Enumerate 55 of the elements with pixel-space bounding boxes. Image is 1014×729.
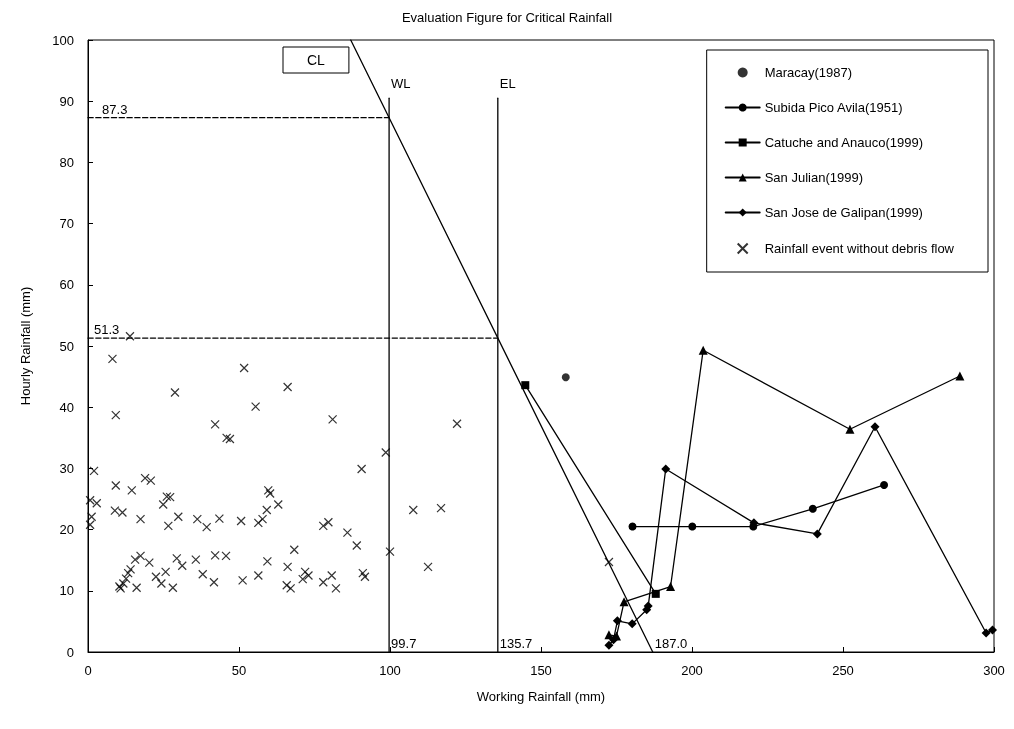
point	[981, 628, 991, 638]
point	[604, 640, 614, 650]
legend-label: Catuche and Anauco(1999)	[764, 135, 923, 150]
y-tick-label: 10	[59, 583, 74, 599]
x-axis-title: Working Rainfall (mm)	[476, 689, 606, 704]
y-tick-label: 70	[59, 216, 74, 232]
point	[628, 522, 637, 531]
point	[561, 373, 570, 382]
point	[870, 422, 880, 432]
y-tick-label: 60	[59, 277, 74, 293]
y-tick-label: 0	[66, 644, 74, 660]
legend-label: Subida Pico Avila(1951)	[764, 100, 903, 115]
annotation: WL	[391, 76, 411, 92]
point	[619, 597, 629, 607]
point	[698, 345, 708, 355]
x-tick-label: 250	[832, 663, 854, 678]
point	[812, 529, 822, 539]
x-tick-label: 50	[231, 663, 247, 678]
x-tick-label: 100	[379, 663, 401, 678]
legend-label: San Jose de Galipan(1999)	[764, 205, 923, 220]
y-axis-title: Hourly Rainfall (mm)	[18, 286, 33, 406]
point	[521, 381, 530, 390]
y-tick-label: 40	[59, 399, 74, 415]
legend-label: Maracay(1987)	[764, 65, 853, 80]
x-tick-label: 300	[983, 663, 1005, 678]
y-tick-label: 80	[59, 154, 74, 170]
legend-label: Rainfall event without debris flow	[764, 241, 955, 256]
x-tick-label: 150	[530, 663, 552, 678]
point	[987, 625, 997, 635]
point	[627, 619, 637, 629]
point	[688, 522, 697, 531]
annotation: 99.7	[391, 636, 417, 651]
y-tick-label: 90	[59, 93, 74, 109]
annotation: 135.7	[499, 636, 533, 651]
annotation: 87.3	[102, 101, 128, 117]
y-tick-label: 50	[59, 338, 74, 354]
chart-title: Evaluation Figure for Critical Rainfall	[401, 10, 613, 25]
legend-label: San Julian(1999)	[764, 170, 863, 185]
y-tick-label: 30	[59, 460, 74, 476]
point	[808, 504, 817, 513]
point	[651, 589, 660, 598]
point	[661, 464, 671, 474]
point	[845, 424, 855, 434]
annotation: CL	[307, 52, 326, 68]
annotation: 51.3	[93, 322, 120, 338]
annotation: 187.0	[654, 636, 688, 651]
point	[612, 616, 622, 626]
point	[608, 635, 618, 645]
y-tick-label: 100	[52, 32, 74, 48]
annotation: EL	[499, 76, 516, 92]
x-tick-label: 0	[84, 663, 92, 678]
y-tick-label: 20	[59, 522, 74, 538]
x-tick-label: 200	[681, 663, 703, 678]
point	[666, 582, 676, 592]
point	[880, 480, 889, 489]
